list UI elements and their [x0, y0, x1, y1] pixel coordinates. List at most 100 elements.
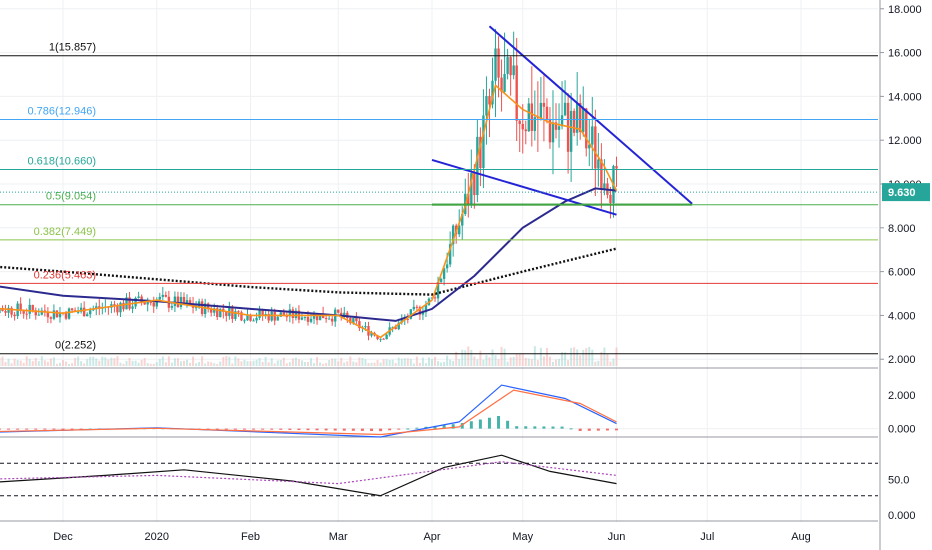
volume-bar [13, 358, 16, 366]
candle-body [125, 297, 128, 310]
candle-body [560, 115, 564, 127]
candle-body [467, 193, 470, 204]
candle-body [22, 311, 25, 314]
volume-bar [240, 361, 243, 366]
macd-histogram-bar [360, 428, 364, 431]
candle-body [524, 129, 527, 132]
volume-bar [119, 362, 122, 366]
volume-bar [31, 361, 34, 366]
volume-bar [170, 362, 173, 366]
candle-body [451, 225, 455, 245]
volume-bar [316, 357, 319, 366]
time-axis[interactable]: Dec 2020 Feb Mar Apr May Jun Jul Aug [53, 531, 811, 543]
volume-bar [74, 357, 77, 366]
candle-body [379, 338, 382, 340]
volume-bar [461, 349, 464, 366]
candle-body [306, 316, 310, 322]
candle-body [67, 308, 71, 319]
volume-bar [258, 358, 261, 366]
rsi-axis-label: 50.0 [888, 475, 909, 487]
candle-body [545, 106, 549, 120]
candle-body [164, 294, 168, 297]
candle-body [397, 322, 400, 330]
macd-histogram-bar [252, 428, 256, 430]
candle-body [194, 307, 198, 309]
volume-bar [101, 356, 104, 366]
candle-body [563, 102, 567, 116]
candle-body [19, 303, 22, 312]
candle-body [309, 318, 313, 322]
current-price-tag [882, 183, 930, 202]
price-axis-label: 2.000 [888, 354, 916, 366]
volume-bar [431, 359, 433, 366]
volume-bar [325, 363, 328, 366]
volume-bar [582, 349, 585, 366]
macd-histogram-bar [43, 428, 47, 430]
volume-bar [140, 359, 143, 366]
candle-body [370, 332, 373, 336]
candle-body [213, 308, 216, 313]
volume-bar [497, 359, 500, 366]
volume-bar [470, 349, 473, 366]
candle-body [300, 317, 304, 320]
volume-bar [58, 362, 61, 366]
price-axis-label: 4.000 [888, 310, 916, 322]
candle-body [330, 318, 334, 322]
candle-body [312, 313, 316, 319]
volume-bar [243, 359, 246, 366]
candle-body [276, 316, 279, 321]
volume-bar [533, 346, 536, 366]
macd-histogram-bar [288, 428, 292, 430]
volume-bar [294, 357, 297, 366]
macd-histogram-bar [388, 428, 392, 431]
candle-body [49, 317, 53, 319]
volume-bar [437, 361, 440, 366]
volume-bar [155, 362, 158, 366]
volume-bar [418, 362, 421, 366]
volume-bar [234, 356, 237, 366]
time-axis-label: 2020 [145, 531, 169, 543]
candle-body [10, 307, 13, 315]
volume-bar [1, 356, 4, 366]
macd-histogram-bar [224, 428, 228, 430]
candle-body [79, 307, 83, 312]
volume-bar [488, 357, 491, 366]
candle-body [76, 311, 80, 313]
volume-bar [98, 360, 101, 366]
macd-histogram-bar [342, 428, 346, 431]
candle-body [0, 307, 1, 314]
macd-histogram-bar [551, 426, 555, 429]
candle-body [282, 312, 285, 317]
candle-body [31, 304, 34, 311]
volume-bar [43, 360, 46, 366]
candle-body [119, 302, 122, 313]
volume-bar [225, 356, 228, 366]
volume-bar [473, 356, 476, 366]
volume-bar [334, 358, 337, 366]
volume-bar [509, 357, 512, 366]
candle-body [146, 302, 149, 305]
volume-bar [182, 360, 185, 366]
volume-bar [65, 361, 68, 366]
volume-bar [476, 359, 479, 366]
candle-body [261, 310, 264, 316]
volume-bar [548, 356, 551, 366]
candle-body [448, 244, 452, 265]
volume-bar [570, 347, 573, 366]
volume-bar [503, 348, 506, 366]
volume-bar [107, 359, 110, 366]
volume-bar [467, 346, 470, 366]
macd-panel [0, 384, 878, 438]
candle-body [494, 48, 497, 81]
volume-bar [606, 353, 609, 366]
candle-body [551, 122, 555, 143]
volume-bar [28, 358, 31, 366]
volume-bar [204, 363, 207, 366]
fib-retracement[interactable]: 1(15.857) 0.786(12.946) 0.618(10.660) 0.5(9… [0, 42, 878, 355]
volume-bar [555, 359, 558, 366]
volume-bar [576, 349, 579, 366]
macd-histogram-bar [469, 421, 473, 429]
price-axis[interactable]: 18.00016.00014.00012.00010.0008.0006.000… [880, 4, 930, 522]
candle-body [542, 102, 546, 107]
